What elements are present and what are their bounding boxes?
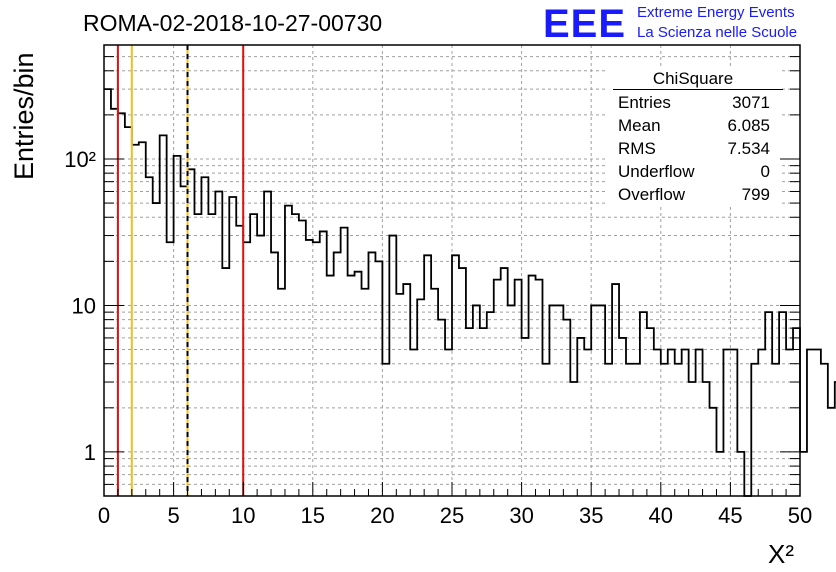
axes: 0 5 10 15 20 25 30 35 40 45 50 1 10 10² [64,56,812,528]
x-tick-label: 30 [509,503,533,528]
stat-value: 7.534 [727,139,770,158]
stat-key: Underflow [618,162,695,181]
x-tick-label: 40 [649,503,673,528]
stat-row-mean: Mean 6.085 [618,116,770,139]
y-tick-label: 1 [84,440,96,465]
stats-title: ChiSquare [652,69,734,88]
stats-box: ChiSquare Entries 3071 Mean 6.085 RMS 7.… [607,67,783,208]
x-tick-label: 15 [301,503,325,528]
stat-row-entries: Entries 3071 [618,93,770,116]
logo-line-2: La Scienza nelle Scuole [637,24,798,41]
x-tick-label: 5 [167,503,179,528]
y-tick-label: 10² [64,147,96,172]
logo-line-1: Extreme Energy Events [637,4,795,21]
stat-row-underflow: Underflow 0 [618,162,770,185]
x-tick-label: 35 [579,503,603,528]
x-tick-label: 25 [440,503,464,528]
y-axis-label: Entries/bin [9,52,39,180]
threshold-lines [116,45,245,496]
stats-title-rule [613,89,783,90]
stat-key: RMS [618,139,656,158]
stat-key: Mean [618,116,661,135]
y-tick-label: 10 [72,293,96,318]
x-tick-label: 10 [231,503,255,528]
grid-lines [104,45,800,496]
stat-value: 3071 [732,93,770,112]
stat-value: 0 [760,162,770,181]
x-tick-label: 0 [98,503,110,528]
stat-key: Overflow [618,185,686,204]
x-axis-label: X² [768,539,794,569]
eee-logo: EEE [543,2,627,46]
stat-key: Entries [618,93,671,112]
stat-value: 6.085 [727,116,770,135]
run-title: ROMA-02-2018-10-27-00730 [83,10,383,36]
x-tick-label: 45 [718,503,742,528]
stat-value: 799 [741,185,770,204]
stat-row-rms: RMS 7.534 [618,139,770,162]
x-tick-label: 20 [370,503,394,528]
x-tick-label: 50 [788,503,812,528]
stat-row-overflow: Overflow 799 [618,185,770,208]
